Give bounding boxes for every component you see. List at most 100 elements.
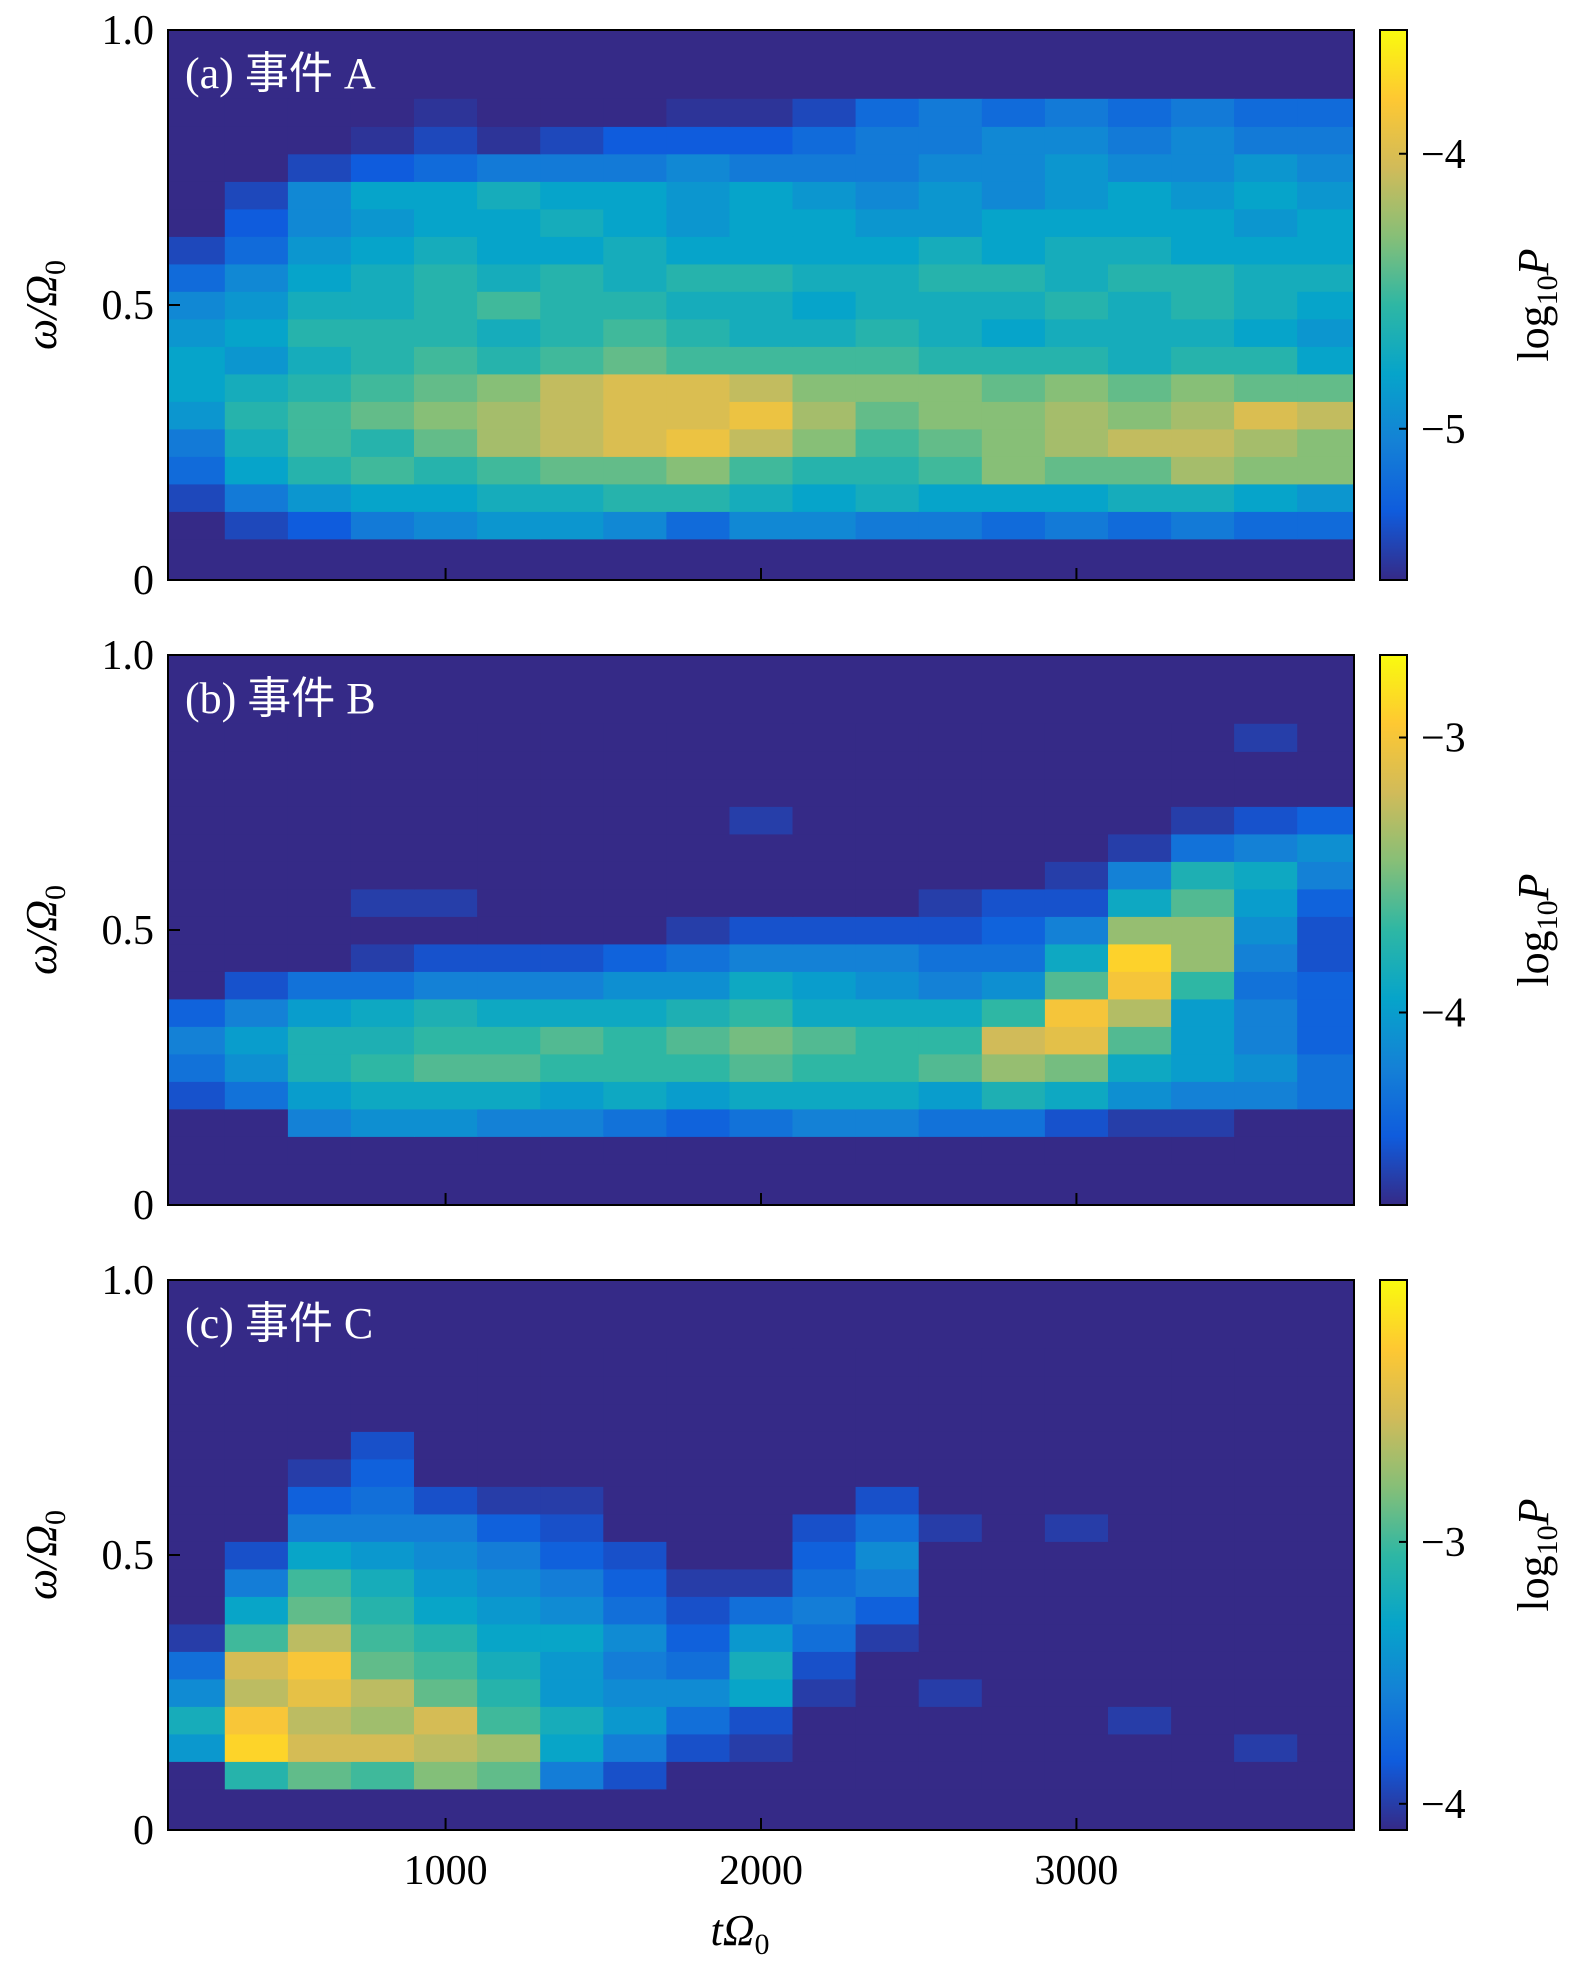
heatmap-cell-b [918,751,983,780]
heatmap-cell-b [855,998,920,1027]
heatmap-cell-c [477,1651,541,1680]
heatmap-cell-c [666,1596,731,1625]
heatmap-cell-a [224,126,289,155]
heatmap-cell-c [224,1733,289,1762]
heatmap-cell-b [855,806,920,835]
heatmap-cell-a [918,126,983,155]
heatmap-cell-a [1297,401,1355,430]
heatmap-cell-c [729,1458,794,1487]
heatmap-cell-b [729,723,794,752]
heatmap-cell-c [350,1458,415,1487]
heatmap-cell-c [918,1596,983,1625]
heatmap-cell-c [1044,1348,1109,1377]
y-tick-label-c: 0.5 [102,1533,155,1579]
heatmap-cell-b [918,723,983,752]
heatmap-cell-c [666,1486,731,1515]
heatmap-cell-a [666,511,731,540]
heatmap-cell-a [1108,401,1172,430]
heatmap-cell-b [1234,833,1298,862]
colorbar-tick-label-b: −3 [1421,716,1466,762]
panel-b-y-axis-label-sub: 0 [39,885,72,900]
heatmap-cell-b [168,833,226,862]
heatmap-cell-a [224,428,289,457]
heatmap-cell-b [792,1026,857,1055]
heatmap-cell-a [603,456,667,485]
heatmap-cell-a [603,98,667,127]
heatmap-cell-a [540,98,604,127]
heatmap-cell-b [224,1081,289,1110]
heatmap-cell-c [918,1541,983,1570]
heatmap-cell-c [168,1761,226,1790]
heatmap-cell-b [168,1136,226,1165]
heatmap-cell-b [729,833,794,862]
heatmap-cell-b [918,806,983,835]
heatmap-cell-c [414,1431,478,1460]
heatmap-cell-c [792,1678,857,1707]
panel-a-y-axis-label-sub: 0 [39,260,72,275]
heatmap-cell-c [414,1596,478,1625]
heatmap-cell-a [981,208,1046,237]
heatmap-cell-b [168,1108,226,1137]
colorbar-tick-label-c: −3 [1421,1520,1466,1566]
heatmap-cell-a [224,98,289,127]
heatmap-cell-a [414,181,478,210]
heatmap-cell-c [350,1651,415,1680]
heatmap-cell-c [1044,1568,1109,1597]
heatmap-cell-a [792,483,857,512]
heatmap-cell-b [918,1026,983,1055]
heatmap-cell-b [287,751,352,780]
heatmap-cell-a [918,318,983,347]
heatmap-cell-b [350,1081,415,1110]
heatmap-cell-c [1108,1706,1172,1735]
heatmap-cell-a [1297,126,1355,155]
heatmap-cell-c [729,1623,794,1652]
heatmap-cell-c [477,1623,541,1652]
heatmap-cell-b [224,833,289,862]
heatmap-cell-b [224,1053,289,1082]
heatmap-cell-c [287,1651,352,1680]
heatmap-cell-a [1108,373,1172,402]
heatmap-cell-c [855,1458,920,1487]
heatmap-cell-c [414,1403,478,1432]
panel-c-colorbar-label: log10P [1509,1498,1564,1611]
heatmap-cell-c [792,1761,857,1790]
heatmap-cell-a [287,318,352,347]
heatmap-cell-c [224,1458,289,1487]
heatmap-cell-a [1108,456,1172,485]
heatmap-cell-b [540,916,604,945]
heatmap-cell-a [287,373,352,402]
heatmap-cell-c [168,1706,226,1735]
heatmap-cell-b [666,1108,731,1137]
heatmap-cell-c [729,1678,794,1707]
heatmap-cell-b [729,1026,794,1055]
heatmap-cell-a [981,428,1046,457]
heatmap-cell-b [918,971,983,1000]
heatmap-cell-c [1234,1486,1298,1515]
heatmap-cell-b [603,943,667,972]
heatmap-cell-b [540,1053,604,1082]
heatmap-cell-a [414,483,478,512]
y-tick-label-a: 1.0 [102,8,155,54]
heatmap-cell-b [540,778,604,807]
heatmap-cell-b [1171,971,1235,1000]
heatmap-cell-c [168,1733,226,1762]
heatmap-cell-c [414,1651,478,1680]
heatmap-cell-b [1044,1136,1109,1165]
heatmap-cell-b [1171,888,1235,917]
heatmap-cell-c [729,1651,794,1680]
heatmap-cell-a [1297,511,1355,540]
heatmap-cell-c [1044,1376,1109,1405]
heatmap-cell-a [1108,263,1172,292]
heatmap-cell-c [981,1623,1046,1652]
heatmap-cell-c [1044,1733,1109,1762]
heatmap-cell-a [224,346,289,375]
heatmap-cell-c [855,1651,920,1680]
heatmap-cell-b [350,888,415,917]
heatmap-cell-b [855,916,920,945]
heatmap-cell-b [792,1108,857,1137]
colorbar-tick-label-a: −5 [1421,407,1466,453]
heatmap-cell-b [540,861,604,890]
heatmap-cell-c [855,1348,920,1377]
heatmap-cell-b [981,723,1046,752]
heatmap-cell-a [729,181,794,210]
